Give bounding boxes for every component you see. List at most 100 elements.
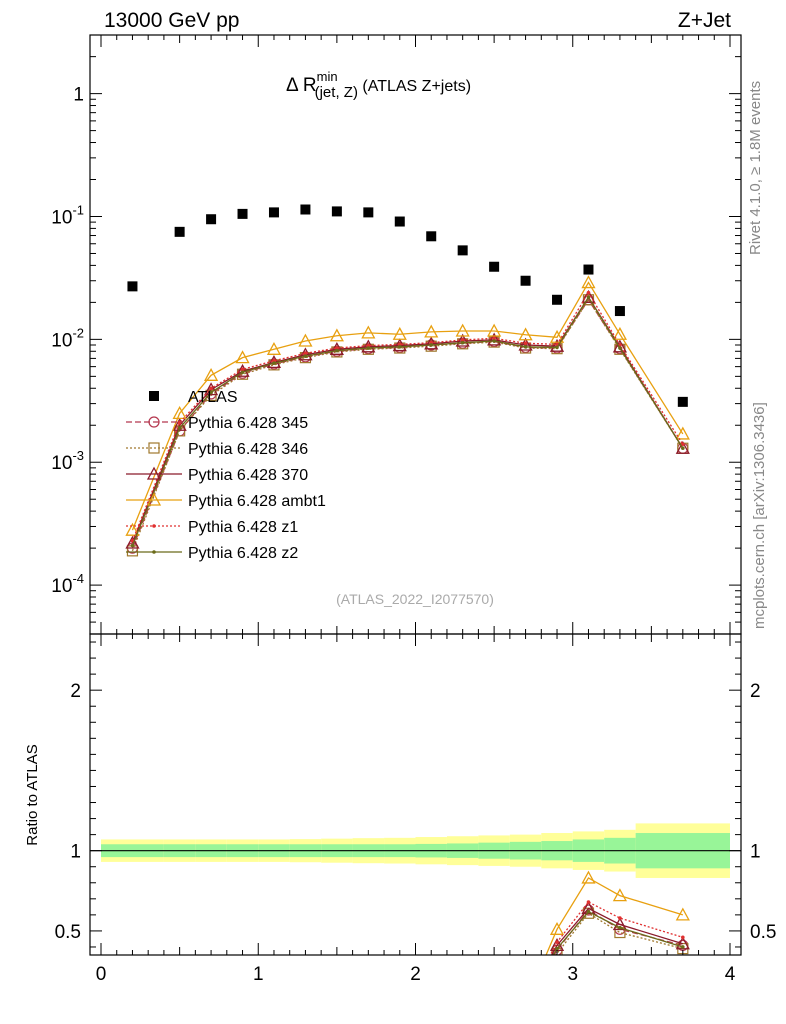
series-line [131,291,684,541]
data-point [581,275,596,289]
ratio-ylabel: Ratio to ATLAS [24,744,41,845]
ratio-line [549,901,684,955]
legend-marker [148,416,160,428]
data-point [206,214,217,225]
data-point [549,338,565,352]
data-point [586,295,591,300]
ratio-point [618,916,622,920]
ratio-x-tick-label: 3 [567,964,578,985]
data-point [457,245,468,256]
data-point [429,343,434,347]
main-y-tick-exp: -1 [72,202,84,217]
ratio-series-pythia-6-428-ambt1 [545,870,690,955]
data-point [335,346,339,350]
data-point [300,204,311,215]
data-point [127,281,138,292]
data-point [125,535,140,549]
legend-label: Pythia 6.428 370 [188,467,308,484]
data-point [583,264,594,275]
legend-marker [152,524,156,528]
ratio-series-pythia-6-428-z2 [552,909,685,955]
main-y-tick-label: 10-4 [51,571,84,597]
legend-item: Pythia 6.428 346 [126,441,308,458]
ratio-point [586,900,591,904]
data-point [675,440,690,454]
data-point [487,323,502,337]
legend-marker [152,550,156,554]
ratio-point [549,921,565,935]
data-point [172,405,187,419]
ratio-y-tick-label-right: 1 [750,842,761,863]
legend-item: Pythia 6.428 z1 [126,519,298,536]
main-y-tick-base: 10 [51,453,72,474]
header-right: Z+Jet [678,9,731,32]
data-point [203,367,219,381]
main-series-layer [125,204,690,557]
data-point [240,370,245,375]
legend-label: Pythia 6.428 z2 [188,545,298,562]
ratio-y-tick-label-right: 2 [750,681,761,702]
ratio-point [675,907,690,921]
data-point [460,340,465,345]
legend-marker [146,492,162,506]
data-point [237,208,248,219]
ratio-y-tick-label: 2 [70,681,81,702]
data-point [235,350,250,364]
data-point [612,326,628,340]
data-point [335,348,339,353]
data-point [489,261,500,272]
series-pythia-6-428-ambt1 [125,275,690,536]
ratio-point [586,909,591,914]
data-point [555,345,559,350]
data-point [130,543,135,548]
main-y-tick-base: 1 [73,85,84,106]
data-point [492,339,496,343]
data-point [612,339,628,353]
legend-item: ATLAS [149,389,238,406]
ratio-x-tick-label: 1 [253,964,264,985]
ratio-series-layer [545,870,690,955]
ratio-series-pythia-6-428-370 [549,901,690,955]
legend-marker [149,391,159,401]
legend-label: Pythia 6.428 z1 [188,519,298,536]
ratio-series-pythia-6-428-z1 [549,900,685,955]
data-point [392,338,407,352]
ratio-x-tick-label: 0 [96,964,107,985]
data-point [303,351,308,356]
header-left: 13000 GeV pp [104,9,239,32]
data-point [618,346,622,350]
legend-item: Pythia 6.428 370 [126,466,308,484]
data-point [363,207,374,218]
main-y-tick-exp: -2 [72,325,84,340]
ratio-line [553,909,683,955]
analysis-watermark: (ATLAS_2022_I2077570) [336,591,494,607]
data-point [203,382,219,396]
main-y-tick-exp: -4 [72,571,84,586]
data-point [266,341,282,355]
ratio-frame [89,633,742,956]
ratio-y-tick-label: 0.5 [55,922,81,943]
main-panel: 10-410-310-210-11 Δ Rmin (jet, Z) (ATLAS … [51,34,742,635]
legend-marker [148,442,160,454]
legend-label: ATLAS [188,389,238,406]
data-point [303,354,308,358]
ratio-line [552,910,684,955]
title-sup: min [317,69,338,84]
legend: ATLAS Pythia 6.428 345 Pythia 6.428 346 Pyt… [126,389,326,562]
main-y-tick-label: 10-2 [51,325,84,351]
data-point [268,207,279,218]
ratio-series-pythia-6-428-346 [551,907,689,955]
ratio-y-tick-label-right: 0.5 [750,922,776,943]
data-point [455,323,470,337]
ratio-point [612,888,628,902]
title-delta: Δ R [286,75,317,96]
data-point [397,344,402,349]
series-atlas [127,204,688,407]
data-point [209,386,213,391]
data-point [675,426,690,440]
ratio-point [581,870,596,884]
series-pythia-6-428-z2 [130,295,685,548]
ratio-panel: 0.5 0.5 1 1 2 2 0 1 2 3 4 Ratio to ATLAS [24,633,776,985]
legend-marker [146,466,162,480]
data-point [455,333,470,347]
